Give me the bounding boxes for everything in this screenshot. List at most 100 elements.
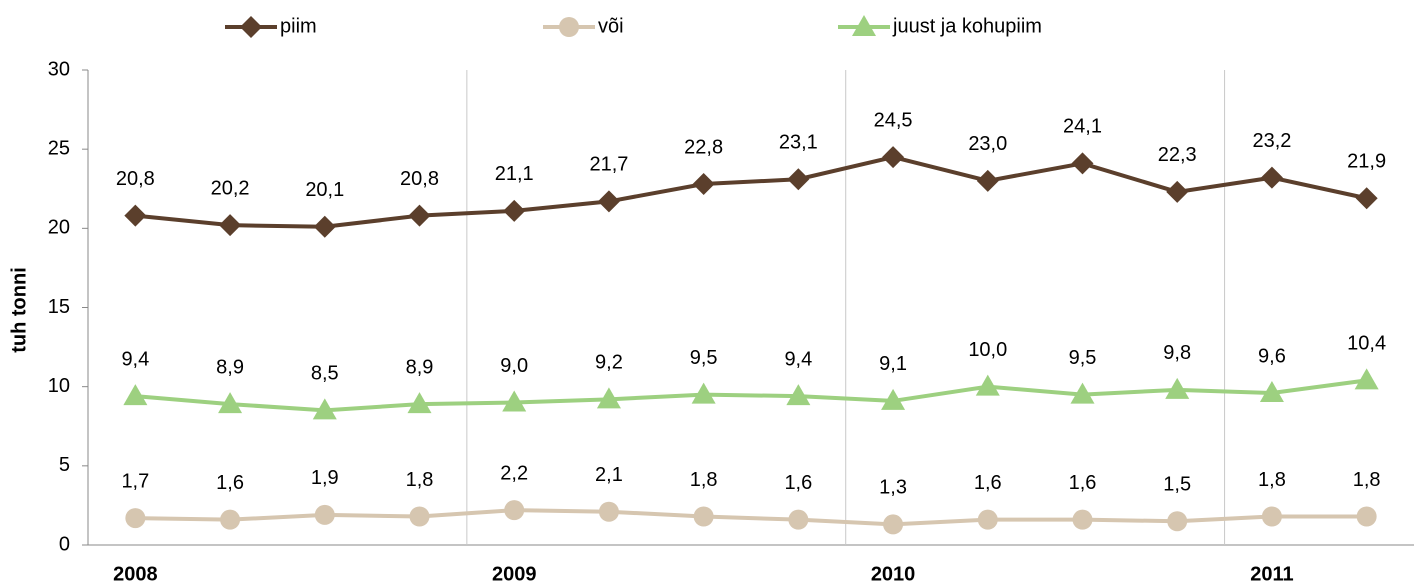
data-point <box>976 169 999 192</box>
data-label: 10,4 <box>1347 333 1386 355</box>
data-label: 20,8 <box>116 168 155 190</box>
data-label: 9,2 <box>595 352 623 374</box>
data-label: 1,9 <box>311 467 339 489</box>
series-line <box>135 378 1367 413</box>
data-label: 9,6 <box>1258 345 1286 367</box>
data-label: 1,7 <box>121 470 149 492</box>
data-point <box>1071 152 1094 175</box>
data-point <box>1072 509 1093 530</box>
legend-label: piim <box>280 15 317 37</box>
data-label: 22,8 <box>684 136 723 158</box>
data-label: 8,9 <box>406 356 434 378</box>
x-tick-label: 2008 <box>113 563 158 585</box>
data-label: 23,0 <box>968 133 1007 155</box>
data-point <box>220 509 241 530</box>
y-tick-label: 5 <box>59 454 70 476</box>
data-label: 20,8 <box>400 168 439 190</box>
x-tick-label: 2010 <box>871 563 916 585</box>
data-point <box>881 388 906 410</box>
y-tick-label: 15 <box>48 296 70 318</box>
data-label: 9,1 <box>879 353 907 375</box>
data-label: 1,8 <box>1258 469 1286 491</box>
data-label: 1,8 <box>406 469 434 491</box>
data-label: 1,6 <box>784 472 812 494</box>
data-point <box>218 392 243 414</box>
data-label: 24,5 <box>874 109 913 131</box>
data-label: 8,5 <box>311 363 339 385</box>
data-point <box>504 500 525 521</box>
data-point <box>691 382 716 404</box>
data-point <box>124 204 147 227</box>
data-point <box>596 387 621 409</box>
data-point <box>1355 187 1378 210</box>
data-point <box>975 374 1000 396</box>
data-label: 20,1 <box>305 179 344 201</box>
data-point <box>313 215 336 238</box>
data-point <box>977 509 998 530</box>
y-tick-label: 30 <box>48 58 70 80</box>
y-axis-label: tuh tonni <box>8 267 30 353</box>
data-label: 9,5 <box>1069 347 1097 369</box>
legend-marker <box>559 17 579 37</box>
data-point <box>693 506 714 527</box>
data-point <box>1259 381 1284 402</box>
data-label: 23,2 <box>1252 130 1291 152</box>
data-label: 9,0 <box>500 355 528 377</box>
data-label: 1,8 <box>690 469 718 491</box>
data-point <box>1165 377 1190 399</box>
data-point <box>883 514 904 535</box>
data-point <box>408 204 431 227</box>
data-point <box>503 199 526 222</box>
data-point <box>597 190 620 213</box>
data-point <box>882 146 905 169</box>
data-point <box>1166 180 1189 203</box>
data-point <box>125 508 146 529</box>
data-label: 9,8 <box>1163 342 1191 364</box>
data-point <box>314 504 335 525</box>
legend-label: juust ja kohupiim <box>892 15 1042 37</box>
legend-label: või <box>598 15 624 37</box>
data-point <box>409 506 430 527</box>
data-label: 1,6 <box>216 472 244 494</box>
legend-marker <box>852 15 876 36</box>
data-point <box>502 390 527 412</box>
data-point <box>1070 382 1095 404</box>
data-point <box>123 384 148 406</box>
data-label: 2,1 <box>595 464 623 486</box>
y-tick-label: 20 <box>48 217 70 239</box>
data-point <box>1354 368 1379 390</box>
data-label: 21,9 <box>1347 151 1386 173</box>
x-tick-label: 2011 <box>1250 563 1293 585</box>
data-label: 23,1 <box>779 132 818 154</box>
y-tick-label: 25 <box>48 137 70 159</box>
data-point <box>692 173 715 195</box>
data-point <box>598 501 619 522</box>
data-label: 20,2 <box>211 177 250 199</box>
legend-marker <box>240 16 262 38</box>
data-point <box>407 392 432 414</box>
data-label: 21,7 <box>589 154 628 176</box>
data-point <box>787 168 810 191</box>
data-label: 9,4 <box>784 348 812 370</box>
data-label: 22,3 <box>1158 144 1197 166</box>
data-label: 24,1 <box>1063 116 1102 138</box>
data-point <box>788 509 809 530</box>
data-label: 1,3 <box>879 477 907 499</box>
data-point <box>1260 166 1283 189</box>
data-point <box>1167 511 1188 532</box>
data-label: 1,8 <box>1353 469 1381 491</box>
y-tick-label: 0 <box>59 533 70 555</box>
y-tick-label: 10 <box>48 375 70 397</box>
data-point <box>312 398 337 420</box>
series-line <box>135 508 1367 527</box>
data-point <box>1356 506 1377 527</box>
data-label: 1,5 <box>1163 474 1191 496</box>
data-point <box>1261 506 1282 527</box>
data-label: 9,4 <box>121 348 149 370</box>
data-point <box>219 214 242 237</box>
data-label: 1,6 <box>974 472 1002 494</box>
data-label: 8,9 <box>216 356 244 378</box>
data-label: 2,2 <box>500 462 528 484</box>
x-tick-label: 2009 <box>492 563 537 585</box>
